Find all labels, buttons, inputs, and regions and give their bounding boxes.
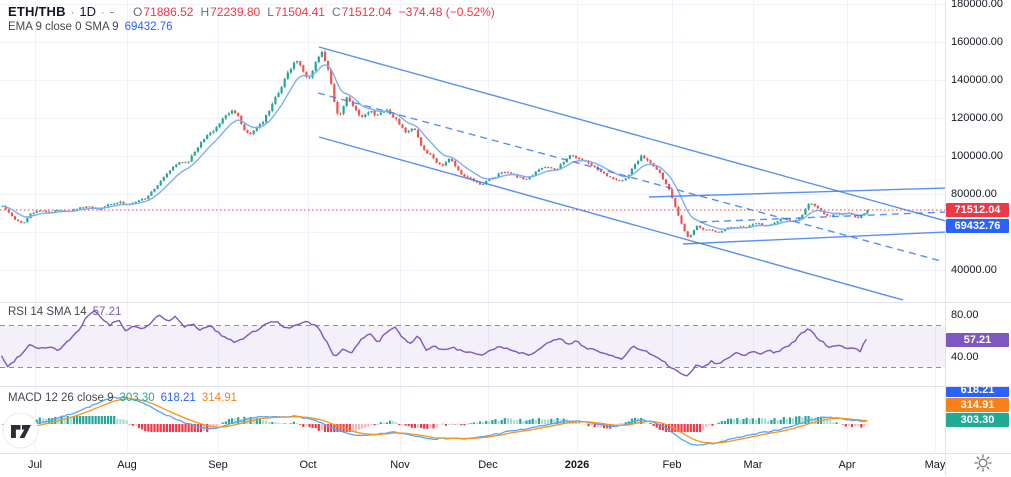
high-label: H <box>200 5 210 19</box>
close-label: C <box>331 5 341 19</box>
legend-main: ETH/THB · 1D · - O71886.52 H72239.80 L71… <box>8 4 495 19</box>
tradingview-logo-icon[interactable] <box>2 412 39 449</box>
axis-time-label: Apr <box>838 459 856 471</box>
low-value: 71504.41 <box>274 5 325 19</box>
legend-ema[interactable]: EMA 9 close 0 SMA 9 69432.76 <box>8 21 173 33</box>
settings-gear-icon[interactable] <box>974 454 992 472</box>
axis-price-label: 40000.00 <box>951 264 997 276</box>
axis-price-label: 80.00 <box>951 309 979 321</box>
axis-time-label: Nov <box>390 459 410 471</box>
axis-time-label: 2026 <box>564 459 590 471</box>
axis-time-label: May <box>924 459 946 471</box>
ema-label: EMA 9 close 0 SMA 9 <box>8 21 119 33</box>
high-value: 72239.80 <box>210 5 261 19</box>
axis-price-label: 40.00 <box>951 351 979 363</box>
ohlc-readout: O71886.52 H72239.80 L71504.41 C71512.04 <box>133 5 392 19</box>
axis-time-label: Aug <box>117 459 137 471</box>
low-label: L <box>267 5 274 19</box>
axis-price-label: 180000.00 <box>951 0 1003 10</box>
axis-time-label: Dec <box>478 459 498 471</box>
axis-price-label: 120000.00 <box>951 112 1003 124</box>
last-price-badge: 71512.04 <box>946 203 1009 217</box>
axis-price-label: 140000.00 <box>951 74 1003 86</box>
close-value: 71512.04 <box>341 5 392 19</box>
axis-price-label: 100000.00 <box>951 150 1003 162</box>
macd-label: MACD 12 26 close 9 <box>8 392 114 404</box>
axis-time-label: Oct <box>299 459 317 471</box>
macd-line-badge: 618.21 <box>946 387 1009 397</box>
open-label: O <box>133 5 143 19</box>
macd-signal-badge: 314.91 <box>946 398 1009 412</box>
rsi-value-badge: 57.21 <box>946 333 1009 347</box>
separator-dot: · <box>70 7 75 19</box>
rsi-label: RSI 14 SMA 14 <box>8 306 87 318</box>
axis-price-label: 80000.00 <box>951 188 997 200</box>
macd-signal-value: 314.91 <box>201 392 238 404</box>
rsi-value: 57.21 <box>92 306 122 318</box>
legend-rsi[interactable]: RSI 14 SMA 14 57.21 <box>8 306 121 318</box>
axis-time-label: Mar <box>743 459 763 471</box>
axis-time-label: Jul <box>27 459 43 471</box>
exchange-placeholder: - <box>109 4 115 19</box>
timeframe-label[interactable]: 1D <box>79 4 97 19</box>
ema-value-badge: 69432.76 <box>946 219 1009 233</box>
axis-time-label: Sep <box>208 459 228 471</box>
legend-macd[interactable]: MACD 12 26 close 9 303.30 618.21 314.91 <box>8 392 237 404</box>
macd-hist-badge: 303.30 <box>946 413 1009 427</box>
axis-price-label: 160000.00 <box>951 36 1003 48</box>
change-value: −374.48 (−0.52%) <box>398 5 495 19</box>
ema-value: 69432.76 <box>124 21 173 33</box>
macd-line-value: 618.21 <box>160 392 196 404</box>
symbol-name[interactable]: ETH/THB <box>8 4 66 19</box>
axis-time-label: Feb <box>662 459 682 471</box>
macd-hist-value: 303.30 <box>119 392 155 404</box>
open-value: 71886.52 <box>143 5 194 19</box>
separator-dot: · <box>101 7 105 19</box>
